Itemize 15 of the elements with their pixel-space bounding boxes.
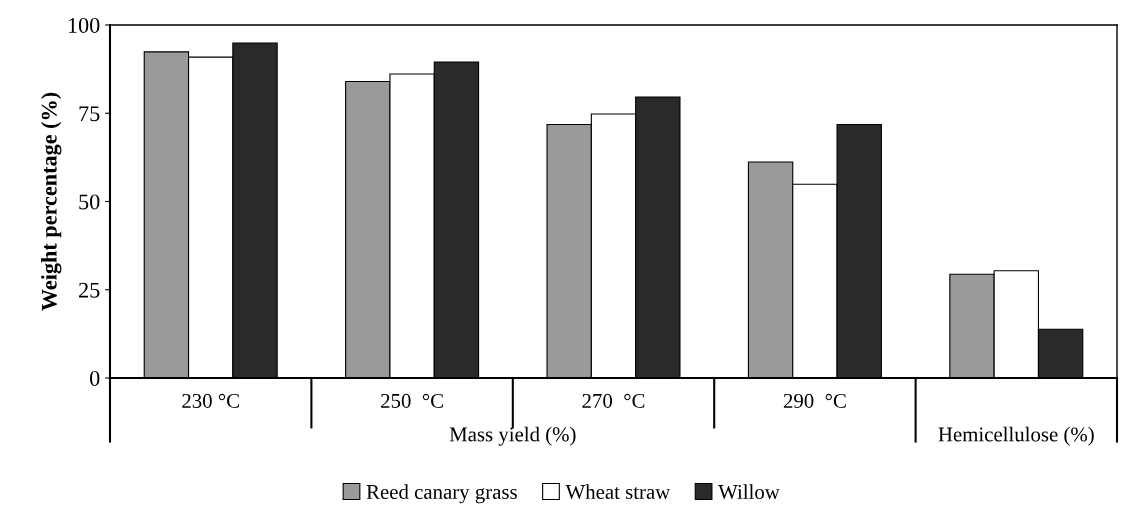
x-tick-label: 270 °C	[582, 393, 645, 408]
y-tick-label: 50	[79, 194, 100, 210]
y-tick-label: 100	[68, 17, 100, 33]
y-tick-label: 0	[90, 370, 100, 386]
legend-label: Willow	[718, 484, 780, 500]
y-tick-label: 25	[79, 282, 100, 298]
y-axis-title: Weight percentage (%)	[41, 92, 62, 311]
x-tick-label: 250 °C	[381, 393, 443, 408]
text: Hemicellulose (%)	[938, 426, 1094, 446]
x-tick-label: 230 °C	[182, 393, 239, 408]
x-tick-label: 290 °C	[783, 393, 846, 408]
legend-label: Reed canary grass	[366, 484, 517, 504]
y-tick-label: 75	[79, 106, 100, 122]
legend-label: Wheat straw	[565, 484, 671, 500]
text: Mass yield (%)	[449, 426, 576, 446]
